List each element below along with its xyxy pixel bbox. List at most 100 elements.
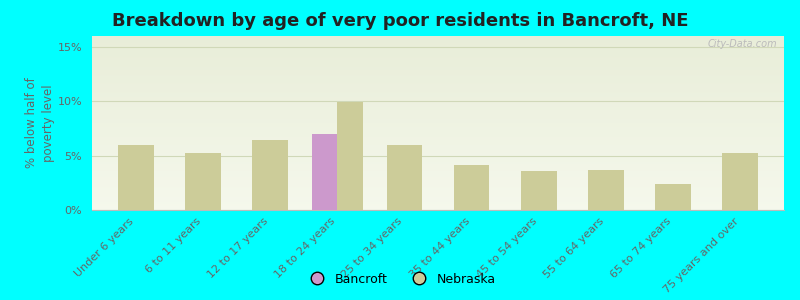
Bar [92, 56, 784, 57]
Bar [92, 87, 784, 88]
Bar [92, 119, 784, 120]
Bar [92, 154, 784, 155]
Bar [92, 84, 784, 85]
Bar [312, 134, 338, 210]
Bar [92, 135, 784, 136]
Bar [92, 139, 784, 140]
Bar [386, 145, 422, 210]
Bar [92, 47, 784, 48]
Bar [92, 130, 784, 131]
Bar [185, 154, 221, 210]
Bar [92, 36, 784, 37]
Bar [655, 184, 691, 210]
Bar [92, 148, 784, 149]
Bar [92, 107, 784, 108]
Bar [92, 74, 784, 75]
Bar [92, 42, 784, 43]
Bar [252, 140, 288, 210]
Bar [92, 64, 784, 65]
Bar [92, 165, 784, 166]
Bar [92, 209, 784, 210]
Bar [92, 201, 784, 202]
Bar [92, 94, 784, 95]
Bar [92, 113, 784, 114]
Bar [92, 171, 784, 172]
Bar [92, 57, 784, 58]
Bar [92, 142, 784, 143]
Bar [92, 81, 784, 82]
Bar [92, 178, 784, 179]
Bar [92, 43, 784, 44]
Bar [92, 52, 784, 53]
Bar [92, 40, 784, 41]
Bar [92, 93, 784, 94]
Bar [92, 164, 784, 165]
Bar [92, 66, 784, 67]
Bar [92, 152, 784, 153]
Bar [92, 170, 784, 171]
Bar [92, 133, 784, 134]
Bar [92, 71, 784, 72]
Bar [92, 153, 784, 154]
Bar [92, 180, 784, 181]
Bar [92, 125, 784, 126]
Bar [92, 91, 784, 92]
Bar [92, 116, 784, 117]
Bar [588, 170, 624, 210]
Bar [92, 63, 784, 64]
Bar [92, 100, 784, 101]
Bar [92, 62, 784, 63]
Bar [92, 131, 784, 132]
Bar [92, 183, 784, 184]
Bar [92, 203, 784, 204]
Bar [92, 77, 784, 78]
Bar [92, 200, 784, 201]
Bar [92, 76, 784, 77]
Bar [92, 187, 784, 188]
Bar [338, 102, 362, 210]
Bar [92, 86, 784, 87]
Bar [92, 108, 784, 109]
Bar [92, 156, 784, 157]
Bar [92, 83, 784, 84]
Bar [92, 50, 784, 51]
Bar [92, 118, 784, 119]
Bar [92, 68, 784, 69]
Bar [92, 136, 784, 137]
Bar [92, 162, 784, 163]
Bar [92, 204, 784, 205]
Bar [92, 53, 784, 54]
Bar [92, 67, 784, 68]
Bar [92, 72, 784, 73]
Bar [92, 194, 784, 195]
Bar [92, 208, 784, 209]
Bar [92, 59, 784, 60]
Bar [92, 205, 784, 206]
Bar [92, 127, 784, 128]
Bar [92, 80, 784, 81]
Bar [92, 110, 784, 111]
Bar [92, 97, 784, 98]
Bar [521, 171, 557, 210]
Bar [92, 146, 784, 147]
Bar [92, 122, 784, 123]
Bar [92, 157, 784, 158]
Bar [92, 112, 784, 113]
Bar [92, 128, 784, 129]
Bar [92, 188, 784, 189]
Bar [92, 181, 784, 182]
Bar [92, 73, 784, 74]
Bar [92, 150, 784, 151]
Bar [92, 114, 784, 115]
Bar [92, 60, 784, 61]
Bar [92, 61, 784, 62]
Bar [92, 90, 784, 91]
Bar [92, 134, 784, 135]
Bar [92, 79, 784, 80]
Bar [92, 70, 784, 71]
Bar [92, 98, 784, 99]
Legend: Bancroft, Nebraska: Bancroft, Nebraska [300, 268, 500, 291]
Bar [92, 202, 784, 203]
Bar [92, 85, 784, 86]
Bar [92, 174, 784, 175]
